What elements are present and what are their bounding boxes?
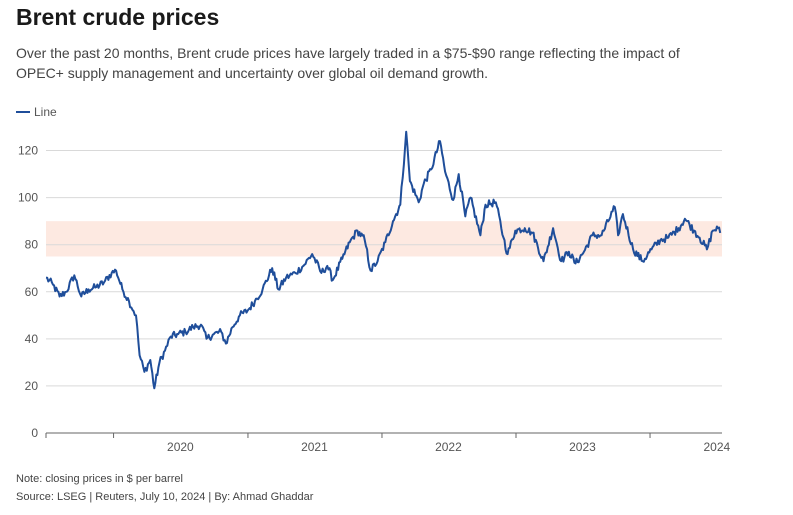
footnote: Note: closing prices in $ per barrel: [16, 473, 183, 485]
y-tick-label: 100: [18, 191, 38, 205]
highlight-band-layer: [46, 221, 722, 257]
line-chart: 0 20 40 60 80 100 120 2020 2021 2022 2023 2024: [18, 130, 731, 454]
highlight-band: [46, 221, 722, 257]
x-axis-ticks: 2020 2021 2022 2023 2024: [45, 433, 731, 454]
x-tick-label: 2021: [301, 440, 328, 454]
series-line: [45, 130, 722, 390]
x-tick-label: 2022: [435, 440, 462, 454]
series-layer: [45, 130, 722, 390]
y-tick-label: 20: [25, 379, 39, 393]
y-axis-ticks: 0 20 40 60 80 100 120: [18, 144, 38, 440]
legend-label: Line: [34, 105, 57, 119]
source-credit: Source: LSEG | Reuters, July 10, 2024 | …: [16, 491, 314, 503]
y-tick-label: 0: [31, 426, 38, 440]
x-tick-label: 2023: [569, 440, 596, 454]
y-tick-label: 40: [25, 332, 39, 346]
y-tick-label: 60: [25, 285, 39, 299]
x-tick-label: 2020: [167, 440, 194, 454]
y-tick-label: 120: [18, 144, 38, 158]
gridlines: [46, 150, 722, 434]
legend: Line: [16, 105, 57, 119]
x-tick-label: 2024: [704, 440, 731, 454]
chart-title: Brent crude prices: [16, 4, 220, 30]
y-tick-label: 80: [25, 238, 39, 252]
chart-subtitle: Over the past 20 months, Brent crude pri…: [16, 45, 680, 81]
legend-swatch: [16, 111, 30, 113]
